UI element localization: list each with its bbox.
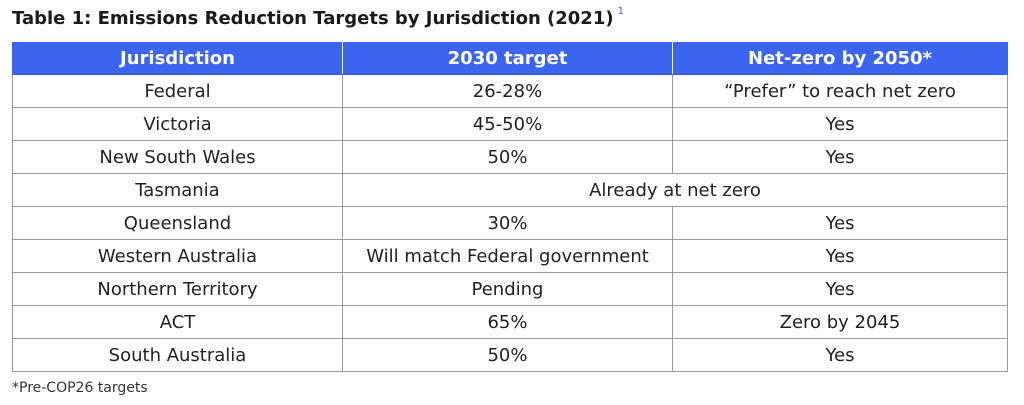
table-row: ACT 65% Zero by 2045 [12,305,1008,339]
cell-net-zero: Yes [672,140,1008,174]
cell-net-zero: Yes [672,107,1008,141]
table-row: South Australia 50% Yes [12,338,1008,372]
table-row: Queensland 30% Yes [12,206,1008,240]
cell-jurisdiction: New South Wales [12,140,343,174]
footnote-reference-link[interactable]: 1 [617,6,624,17]
cell-2030-target: 26-28% [342,74,673,108]
table-footnote: *Pre-COP26 targets [12,380,148,396]
column-header-2030-target: 2030 target [342,42,673,75]
cell-merged-status: Already at net zero [342,173,1008,207]
table-header-row: Jurisdiction 2030 target Net-zero by 205… [12,42,1008,75]
table-row: Victoria 45-50% Yes [12,107,1008,141]
table-row: New South Wales 50% Yes [12,140,1008,174]
column-header-jurisdiction: Jurisdiction [12,42,343,75]
cell-2030-target: Will match Federal government [342,239,673,273]
cell-net-zero: Zero by 2045 [672,305,1008,339]
cell-2030-target: Pending [342,272,673,306]
cell-jurisdiction: Tasmania [12,173,343,207]
table-row: Federal 26-28% “Prefer” to reach net zer… [12,74,1008,108]
cell-jurisdiction: Western Australia [12,239,343,273]
cell-jurisdiction: ACT [12,305,343,339]
cell-2030-target: 65% [342,305,673,339]
cell-jurisdiction: Northern Territory [12,272,343,306]
cell-2030-target: 30% [342,206,673,240]
cell-net-zero: Yes [672,239,1008,273]
column-header-net-zero: Net-zero by 2050* [672,42,1008,75]
emissions-targets-table: Jurisdiction 2030 target Net-zero by 205… [12,42,1008,372]
cell-jurisdiction: South Australia [12,338,343,372]
table-row: Northern Territory Pending Yes [12,272,1008,306]
table-row: Tasmania Already at net zero [12,173,1008,207]
cell-2030-target: 45-50% [342,107,673,141]
cell-net-zero: “Prefer” to reach net zero [672,74,1008,108]
cell-2030-target: 50% [342,140,673,174]
cell-jurisdiction: Federal [12,74,343,108]
cell-2030-target: 50% [342,338,673,372]
table-caption: Table 1: Emissions Reduction Targets by … [12,6,624,29]
cell-net-zero: Yes [672,272,1008,306]
cell-jurisdiction: Victoria [12,107,343,141]
cell-net-zero: Yes [672,206,1008,240]
table-row: Western Australia Will match Federal gov… [12,239,1008,273]
cell-net-zero: Yes [672,338,1008,372]
table-title: Table 1: Emissions Reduction Targets by … [12,8,614,29]
cell-jurisdiction: Queensland [12,206,343,240]
